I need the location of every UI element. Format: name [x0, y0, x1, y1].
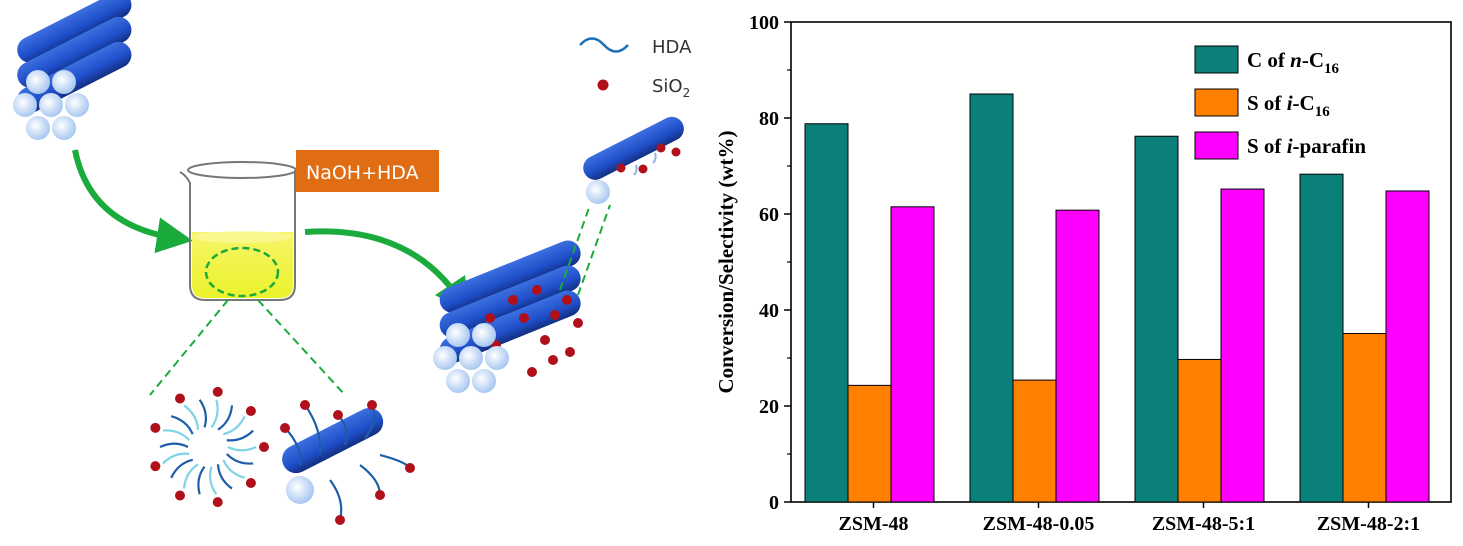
rod-bundle-top: [13, 0, 132, 140]
legend-swatch: [1194, 88, 1239, 117]
legend-label: S of i-parafin: [1247, 134, 1366, 158]
bars: [804, 93, 1430, 503]
legend-swatch: [1194, 131, 1239, 160]
legend-swatch: [1194, 45, 1239, 74]
y-axis: 0 20 40 60 80 100: [749, 12, 791, 514]
bar: [1055, 209, 1100, 503]
bar: [1385, 190, 1430, 503]
scheme-legend: HDA SiO2: [579, 37, 692, 100]
y-tick-label: 80: [759, 108, 779, 130]
legend-label: S of i-C16: [1247, 91, 1330, 120]
y-axis-label: Conversion/Selectivity (wt%): [714, 130, 738, 393]
beaker: [179, 161, 297, 301]
micelle: [150, 386, 269, 508]
chart-legend: C of n-C16 S of i-C16 S of i-parafin: [1194, 45, 1366, 160]
bar: [804, 123, 849, 503]
bar: [1342, 333, 1387, 503]
bar: [890, 206, 935, 503]
rod-single-product: [583, 116, 684, 204]
sio2-legend-icon: [597, 79, 609, 91]
rod-with-hda: [280, 400, 415, 525]
y-tick-label: 60: [759, 204, 779, 226]
rod-bundle-product: [433, 240, 583, 393]
bar: [1299, 173, 1344, 503]
bar-chart: 0 20 40 60 80 100 ZSM-48 ZSM-48-0.05 ZSM-48-5:1…: [714, 12, 1452, 535]
y-tick-label: 0: [769, 492, 779, 514]
zoom-line-right: [257, 299, 346, 396]
synthesis-scheme: NaOH+HDA: [13, 0, 692, 525]
y-tick-label: 40: [759, 300, 779, 322]
bar: [847, 384, 892, 503]
zoom-line-left: [149, 299, 229, 396]
reagent-label: NaOH+HDA: [306, 162, 419, 184]
zoom-line-product-a: [559, 204, 591, 291]
bar: [1220, 188, 1265, 503]
arrow-to-product: [304, 228, 470, 315]
x-tick-label: ZSM-48-0.05: [983, 513, 1095, 535]
reagent-box: [296, 150, 439, 192]
bar: [969, 93, 1014, 503]
zoom-line-product-b: [577, 204, 611, 296]
x-tick-label: ZSM-48-2:1: [1317, 513, 1420, 535]
y-tick-label: 100: [749, 12, 779, 34]
hda-legend-icon: [579, 37, 629, 53]
x-axis: ZSM-48 ZSM-48-0.05 ZSM-48-5:1 ZSM-48-2:1: [839, 502, 1420, 535]
x-tick-label: ZSM-48: [839, 513, 909, 535]
legend-hda-label: HDA: [652, 37, 692, 58]
legend-sio2-label: SiO2: [652, 76, 690, 100]
x-tick-label: ZSM-48-5:1: [1152, 513, 1255, 535]
bar: [1134, 135, 1179, 503]
bar: [1012, 379, 1057, 503]
y-tick-label: 20: [759, 396, 779, 418]
legend-label: C of n-C16: [1247, 48, 1340, 77]
zoom-circle: [204, 246, 280, 298]
arrow-to-beaker: [72, 149, 193, 254]
bar: [1177, 358, 1222, 503]
